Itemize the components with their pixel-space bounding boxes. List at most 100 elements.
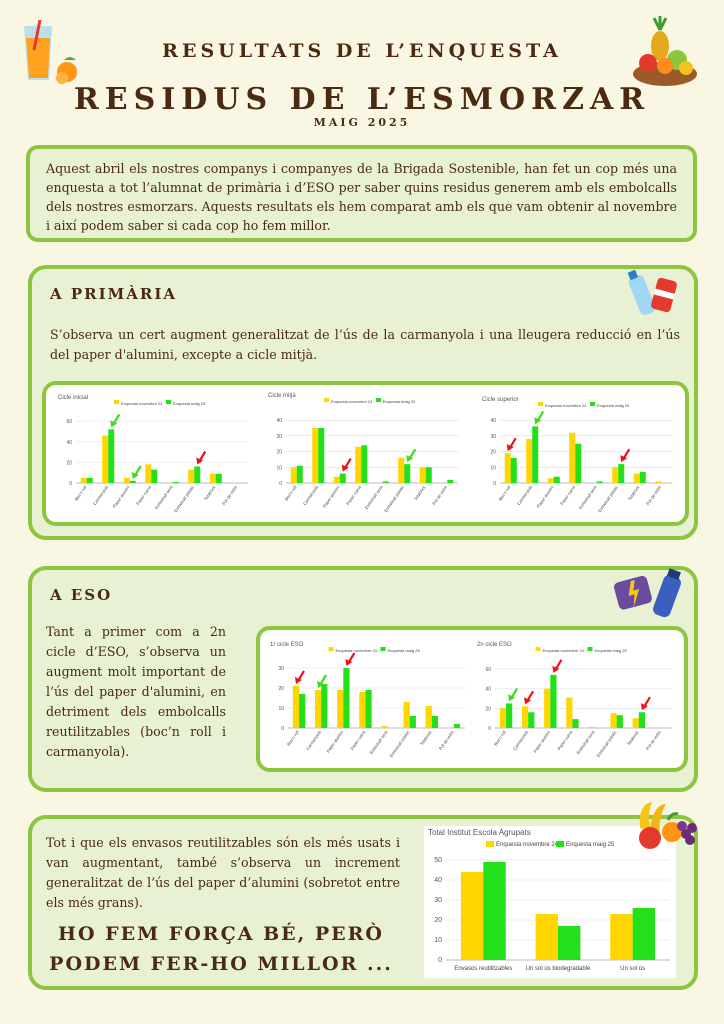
x-tick-label: Paper alumini (112, 485, 131, 509)
primaria-charts-frame: Cicle inicial Enquesta novembre 24 Enquest… (42, 381, 689, 526)
bar (359, 692, 366, 728)
x-tick-label: Paper cuina (345, 484, 362, 506)
x-tick-label: Paper alumini (532, 730, 551, 754)
bar (151, 469, 158, 483)
bar (544, 688, 551, 728)
chart-cicle-superior: Cicle superior Enquesta novembre 24 Enques… (482, 397, 672, 513)
y-tick-label: 60 (485, 667, 491, 673)
header-subtitle: RESULTATS DE L’ENQUESTA (162, 40, 562, 62)
chart-1r-cicle-eso: 1r cicle ESO Enquesta novembre 24 Enquesta… (270, 642, 465, 758)
bar (108, 429, 115, 483)
y-tick-label: 20 (490, 450, 496, 456)
legend-label: Enquesta maig 25 (566, 842, 615, 848)
chart-cicle-inicial: Cicle inicial Enquesta novembre 24 Enquest… (58, 395, 248, 513)
bar (504, 453, 511, 483)
y-tick-label: 30 (434, 897, 442, 904)
energy-drink-icon (612, 567, 692, 621)
bar (632, 718, 639, 728)
bar (194, 466, 201, 483)
chart-title: 2n cicle ESO (477, 642, 512, 648)
chart-cicle-mitja: Cicle mitjà Enquesta novembre 24 Enquesta … (268, 393, 458, 513)
highlight-arrow-head (552, 665, 560, 673)
chart-2n-cicle-eso: 2n cicle ESO Enquesta novembre 24 Enquesta… (477, 642, 672, 758)
x-tick-label: Carmanyola (92, 484, 109, 506)
slogan: HO FEM FORÇA BÉ, PERÒ PODEM FER-HO MILLO… (49, 923, 393, 975)
bar (528, 712, 535, 728)
bar (314, 690, 322, 728)
x-tick-label: Embolcall plàstic (389, 730, 411, 758)
legend-swatch (556, 841, 564, 847)
bar (638, 712, 646, 728)
y-tick-label: 50 (434, 857, 442, 864)
x-tick-label: Boc'n roll (493, 730, 507, 747)
juice-glass-icon (20, 19, 80, 85)
bar (172, 481, 179, 483)
legend-swatch (538, 402, 543, 406)
x-tick-label: Boc'n roll (498, 485, 512, 502)
fruit-bunch-icon (632, 798, 700, 852)
bar (431, 716, 439, 728)
bar (483, 862, 506, 960)
legend-swatch (376, 398, 381, 402)
legend-swatch (166, 400, 171, 404)
bar (610, 914, 633, 960)
legend-label: Enquesta maig 25 (595, 648, 628, 653)
bar (499, 708, 507, 728)
y-tick-label: 30 (490, 434, 496, 440)
bar (382, 481, 389, 483)
bar (572, 719, 579, 728)
bar (526, 439, 533, 483)
legend-label: Enquesta maig 25 (383, 399, 416, 404)
bar (365, 690, 372, 728)
legend-swatch (114, 400, 119, 404)
y-tick-label: 40 (485, 687, 491, 693)
x-tick-label: Carmanyola (305, 729, 322, 751)
bar (575, 443, 582, 483)
primaria-title: A PRIMÀRIA (50, 285, 177, 303)
legend-label: Enquesta maig 25 (173, 401, 206, 406)
highlight-arrow-head (406, 455, 414, 463)
bar (425, 706, 432, 728)
bar (102, 435, 109, 483)
bar (535, 914, 558, 960)
y-tick-label: 40 (276, 418, 282, 424)
header-date: MAIG 2025 (313, 116, 411, 129)
intro-box: Aquest abril els nostres companys i comp… (26, 145, 697, 242)
y-tick-label: 20 (276, 450, 282, 456)
x-tick-label: Embolcall cera (154, 484, 174, 510)
highlight-arrow-head (196, 457, 204, 465)
page-title: RESIDUS DE L’ESMORZAR (73, 82, 651, 117)
bar (521, 706, 529, 728)
x-tick-label: Pot de vidre (645, 484, 662, 506)
x-tick-label: Boc'n roll (74, 485, 88, 502)
x-tick-label: Embolcall cera (578, 484, 598, 510)
highlight-arrow-head (620, 455, 628, 463)
total-text: Tot i que els envasos reutilitzables són… (46, 835, 400, 910)
chart-title: 1r cicle ESO (270, 642, 304, 648)
bar (547, 478, 554, 483)
highlight-arrow-head (640, 703, 648, 711)
x-tick-label: Embolcall cera (364, 484, 384, 510)
y-tick-label: 20 (485, 706, 491, 712)
bar (409, 716, 416, 728)
y-tick-label: 10 (276, 465, 282, 471)
eso-section: A ESO Tant a primer com a 2n cicle d’ESO… (28, 566, 698, 792)
bar (596, 481, 603, 483)
bar (145, 464, 152, 483)
y-tick-label: 40 (66, 440, 72, 446)
legend-label: Enquesta novembre 24 (543, 648, 585, 653)
y-tick-label: 0 (493, 481, 496, 487)
legend-label: Enquesta novembre 24 (121, 401, 163, 406)
highlight-arrow-head (131, 471, 139, 479)
y-tick-label: 60 (66, 419, 72, 425)
bar (296, 465, 303, 483)
bar (209, 473, 216, 483)
x-tick-label: Paper alumini (325, 730, 344, 754)
x-tick-label: Embolcall cera (576, 729, 596, 755)
x-tick-label: Paper cuina (135, 484, 152, 506)
chart-title: Cicle mitjà (268, 393, 296, 399)
intro-text: Aquest abril els nostres companys i comp… (46, 161, 677, 233)
bar (343, 668, 350, 728)
x-tick-label: Tetabrick (626, 729, 640, 746)
chart-title: Cicle superior (482, 397, 519, 403)
